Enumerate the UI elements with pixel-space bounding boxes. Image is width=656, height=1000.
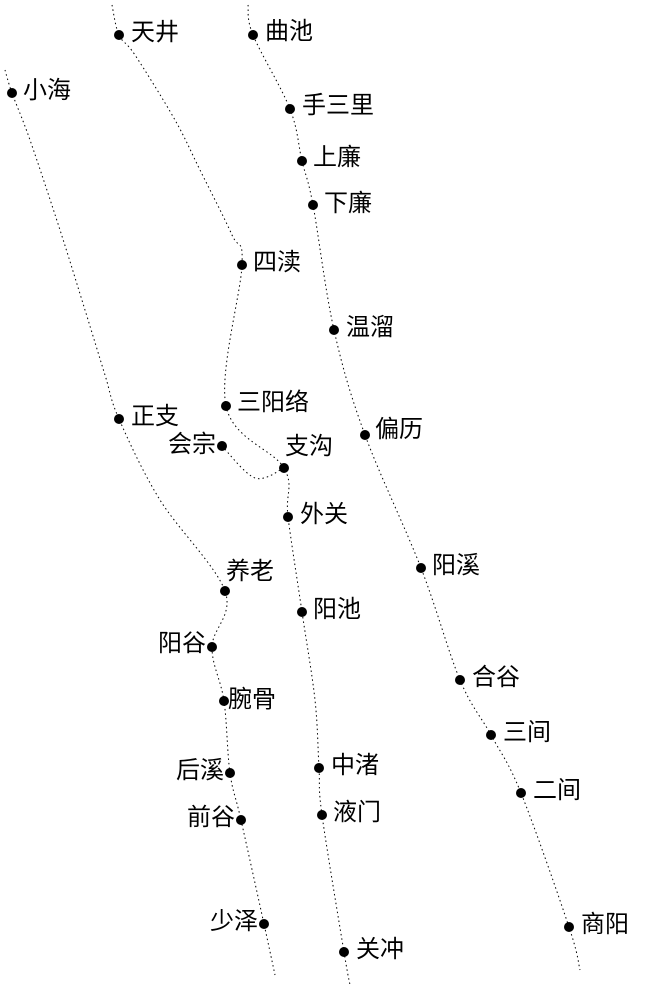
acupoint-label-qiangu: 前谷: [187, 806, 235, 830]
acupoint-label-sanjian: 三间: [503, 721, 551, 745]
acupoint-quchi: [248, 30, 258, 40]
acupoint-label-hegu: 合谷: [472, 666, 520, 690]
acupoint-label-wenliu: 温溜: [346, 316, 394, 340]
acupoint-houxi: [225, 768, 235, 778]
acupoint-xialian: [308, 200, 318, 210]
acupoint-erjian: [516, 788, 526, 798]
acupoint-zhongzhu: [314, 763, 324, 773]
acupoint-yanglao: [220, 586, 230, 596]
acupoint-label-tianjing: 天井: [131, 21, 179, 45]
acupoint-shangyang: [564, 922, 574, 932]
acupoint-label-sidu: 四渎: [253, 251, 301, 275]
acupoint-label-xialian: 下廉: [324, 192, 372, 216]
acupoint-label-pianli: 偏历: [375, 418, 423, 442]
acupoint-yangchi: [297, 607, 307, 617]
acupoint-label-waiguan: 外关: [300, 503, 348, 527]
acupoint-label-quchi: 曲池: [265, 20, 313, 44]
acupoint-label-sanyangluo: 三阳络: [237, 391, 309, 415]
acupoint-shousanli: [285, 104, 295, 114]
acupoint-shanglian: [297, 156, 307, 166]
acupoint-yanggu: [207, 642, 217, 652]
acupoint-pianli: [360, 430, 370, 440]
acupoint-sanjian: [486, 730, 496, 740]
acupoint-label-xiaohai: 小海: [23, 79, 71, 103]
acupoint-label-yanggu: 阳谷: [158, 632, 206, 656]
acupoint-tianjing: [114, 30, 124, 40]
acupoint-label-yangchi: 阳池: [313, 598, 361, 622]
acupoint-label-guanchong: 关冲: [356, 938, 404, 962]
acupoint-zhigou: [279, 463, 289, 473]
acupoint-label-zhizheng: 正支: [131, 405, 179, 429]
acupoint-zhizheng: [114, 414, 124, 424]
acupoint-xiaohai: [7, 88, 17, 98]
acupoint-label-zhigou: 支沟: [285, 435, 333, 459]
meridian-sanjiao-huizong-branch: [222, 446, 284, 479]
meridian-large-intestine: [248, 5, 580, 970]
acupoint-shaoze: [259, 919, 269, 929]
acupoint-qiangu: [236, 815, 246, 825]
acupoint-label-erjian: 二间: [533, 779, 581, 803]
acupoint-label-shanglian: 上廉: [313, 146, 361, 170]
acupoint-label-yanglao: 养老: [226, 560, 274, 584]
acupoint-label-zhongzhu: 中渚: [331, 754, 379, 778]
acupoint-label-huizong: 会宗: [168, 433, 216, 457]
meridian-small-intestine: [5, 70, 275, 975]
acupoint-yangxi: [416, 563, 426, 573]
acupoint-waiguan: [283, 512, 293, 522]
acupoint-guanchong: [339, 947, 349, 957]
acupoint-label-yemen: 液门: [333, 801, 381, 825]
acupoint-sanyangluo: [221, 401, 231, 411]
acupoint-label-yangxi: 阳溪: [432, 554, 480, 578]
acupoint-huizong: [217, 441, 227, 451]
acupoint-label-houxi: 后溪: [176, 759, 224, 783]
acupoint-yemen: [317, 810, 327, 820]
acupoint-label-shousanli: 手三里: [302, 94, 374, 118]
acupoint-label-wangu: 腕骨: [228, 688, 276, 712]
acupoint-wenliu: [329, 325, 339, 335]
acupoint-label-shaoze: 少泽: [210, 910, 258, 934]
acupoint-sidu: [237, 260, 247, 270]
acupoint-label-shangyang: 商阳: [581, 913, 629, 937]
acupoint-hegu: [455, 675, 465, 685]
